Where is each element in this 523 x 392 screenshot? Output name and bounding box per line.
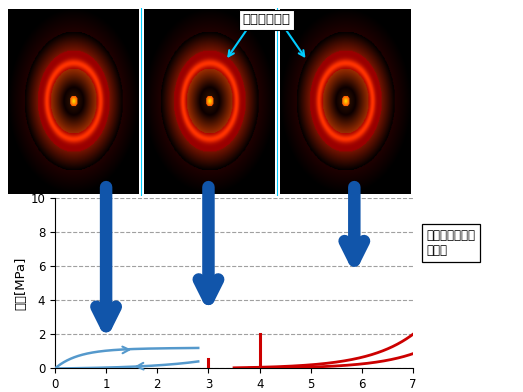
Y-axis label: 应力[MPa]: 应力[MPa] [15,256,28,310]
Text: 红线为晶体层形
成区域: 红线为晶体层形 成区域 [426,229,475,257]
Text: 晶体层的峰值: 晶体层的峰值 [242,13,290,27]
